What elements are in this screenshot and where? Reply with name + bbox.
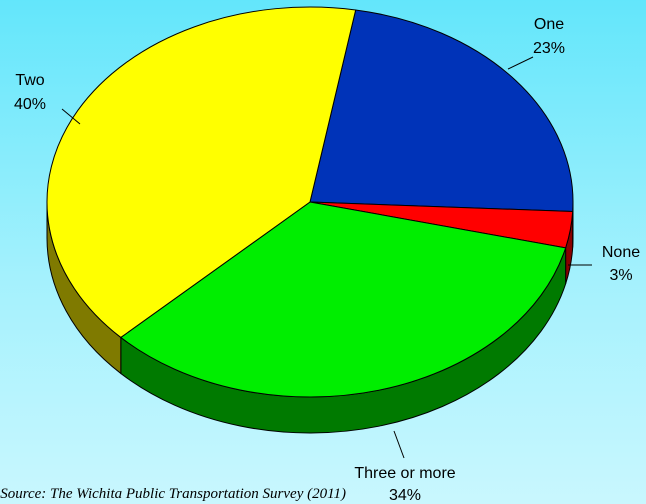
pie-slice-two [46, 6, 357, 339]
slice-label-three-or-more: Three or more [354, 465, 455, 482]
leader-two [61, 108, 81, 125]
leader-three-or-more [393, 430, 405, 459]
leader-lines [61, 56, 592, 459]
slice-label-two: Two [15, 72, 44, 89]
pie-slice-three-or-more [119, 201, 567, 398]
slice-value-two: 40% [14, 96, 46, 113]
pie-top-layer [46, 6, 574, 398]
slice-label-one: One [534, 16, 564, 33]
slice-value-three-or-more: 34% [389, 487, 421, 504]
leader-one [507, 56, 534, 70]
slice-value-none: 3% [609, 267, 632, 284]
slice-value-one: 23% [533, 40, 565, 57]
source-note: Source: The Wichita Public Transportatio… [0, 486, 346, 502]
slice-label-none: None [602, 244, 640, 261]
pie-slice-one [309, 9, 574, 213]
